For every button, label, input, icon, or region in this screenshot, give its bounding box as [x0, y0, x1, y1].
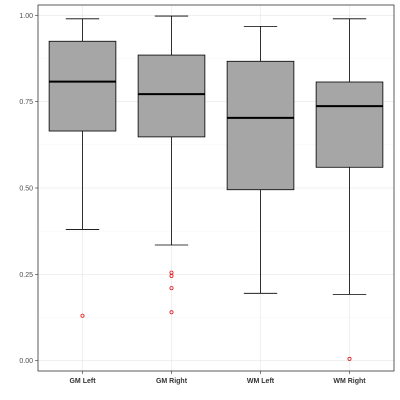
x-tick-label: WM Left — [247, 378, 275, 385]
x-tick-label: GM Right — [156, 378, 188, 385]
outlier-point — [169, 286, 174, 291]
box-group — [226, 26, 295, 294]
iqr-box — [48, 40, 117, 132]
y-tick-label: 1.00 — [19, 13, 33, 20]
y-tick-label: 0.75 — [19, 99, 33, 106]
outlier-point — [80, 313, 85, 318]
x-tick-label: GM Left — [69, 378, 96, 385]
box-group — [48, 18, 117, 318]
outlier-point — [169, 270, 174, 275]
axes-layer: 0.00 0.25 0.50 0.75 1.00 GM Left GM Right WM Le… — [19, 4, 395, 385]
box-group — [315, 18, 384, 361]
iqr-box — [315, 81, 384, 168]
iqr-box — [226, 60, 295, 191]
y-tick-label: 0.00 — [19, 358, 33, 365]
iqr-box — [137, 54, 206, 138]
y-tick-label: 0.25 — [19, 272, 33, 279]
outlier-point — [169, 310, 174, 315]
y-tick-label: 0.50 — [19, 186, 33, 193]
box-group — [137, 15, 206, 315]
x-tick-label: WM Right — [333, 378, 366, 385]
outlier-point — [347, 356, 352, 361]
boxes-layer — [48, 15, 384, 361]
